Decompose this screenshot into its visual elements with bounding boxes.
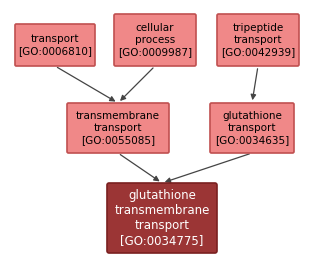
Text: transport
[GO:0006810]: transport [GO:0006810] xyxy=(18,34,92,56)
Text: glutathione
transmembrane
transport
[GO:0034775]: glutathione transmembrane transport [GO:… xyxy=(114,189,210,247)
FancyBboxPatch shape xyxy=(217,14,299,66)
Text: transmembrane
transport
[GO:0055085]: transmembrane transport [GO:0055085] xyxy=(76,111,160,145)
Text: glutathione
transport
[GO:0034635]: glutathione transport [GO:0034635] xyxy=(215,111,289,145)
FancyBboxPatch shape xyxy=(67,103,169,153)
FancyBboxPatch shape xyxy=(15,24,95,66)
Text: cellular
process
[GO:0009987]: cellular process [GO:0009987] xyxy=(118,23,192,56)
FancyBboxPatch shape xyxy=(114,14,196,66)
FancyBboxPatch shape xyxy=(210,103,294,153)
FancyBboxPatch shape xyxy=(107,183,217,253)
Text: tripeptide
transport
[GO:0042939]: tripeptide transport [GO:0042939] xyxy=(221,23,295,56)
